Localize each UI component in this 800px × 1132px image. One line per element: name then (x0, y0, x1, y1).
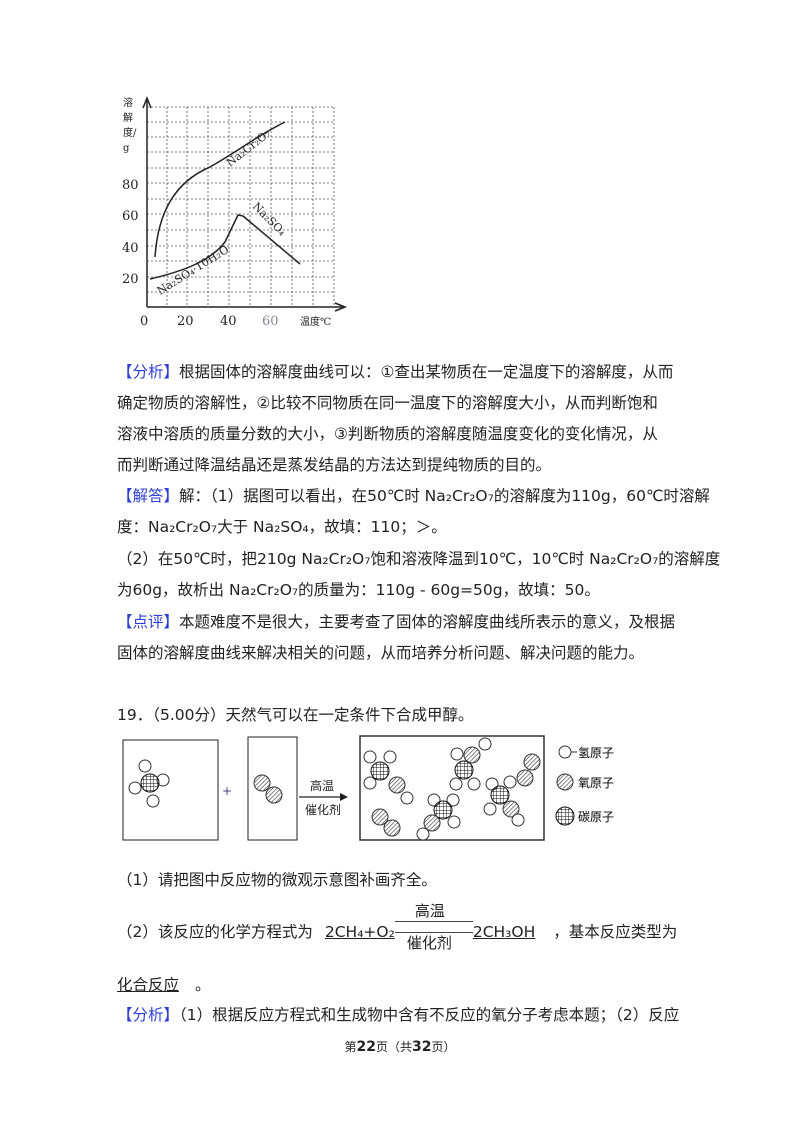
question-title: 19．（5.00分）天然气可以在一定条件下合成甲醇。 (117, 706, 474, 724)
curve-na2so4 (242, 215, 301, 265)
solubility-chart: 20 40 60 80 0 20 40 60 温度℃ Na₂Cr₂O₇ Na₂S… (122, 95, 348, 329)
comment-line: 固体的溶解度曲线来解决相关的问题，从而培养分析问题、解决问题的能力。 (117, 644, 645, 662)
text: 页） (431, 1040, 456, 1054)
legend-hydrogen: 氢原子 (578, 745, 614, 760)
page-footer: 第22页（共32页） (0, 1038, 800, 1055)
curve-na2so4-10h2o (149, 214, 244, 280)
equation-condition-bottom: 催化剂 (406, 934, 452, 952)
product-molecules (363, 737, 541, 841)
series-label: Na₂SO₄ (250, 200, 289, 239)
answer-line: 【解答】解：（1）据图可以看出，在50℃时 Na₂Cr₂O₇的溶解度为110g，… (117, 484, 710, 506)
series-label: Na₂Cr₂O₇ (224, 127, 274, 170)
oxygen-molecule (253, 774, 283, 804)
equation-left: 2CH₄+O₂ (324, 923, 395, 941)
xlabel: 温度℃ (300, 315, 331, 328)
answer-tag: 【解答】 (117, 487, 180, 505)
text: 第 (344, 1040, 357, 1054)
question-part2: （2）该反应的化学方程式为 2CH₄+O₂ 高温 催化剂 2CH₃OH ，基本反应类型为 (117, 902, 678, 952)
analysis-tag: 【分析】 (117, 1006, 180, 1024)
equation-right: 2CH₃OH (472, 923, 536, 941)
text: 页（共 (375, 1040, 412, 1054)
condition-top: 高温 (310, 778, 334, 793)
curve-na2cr2o7 (154, 121, 286, 258)
analysis-line: 而判断通过降温结晶还是蒸发结晶的方法达到提纯物质的目的。 (117, 456, 552, 474)
xtick: 0 (140, 314, 148, 329)
ytick: 80 (122, 178, 139, 193)
answer-reaction-type: 化合反应 (117, 976, 180, 994)
comment-tag: 【点评】 (117, 613, 180, 631)
text: 解：（1）据图可以看出，在50℃时 Na₂Cr₂O₇的溶解度为110g，60℃时… (179, 487, 710, 505)
methane-molecule (128, 759, 170, 808)
text: 。 (195, 976, 211, 994)
legend-oxygen: 氧原子 (578, 776, 614, 790)
series-label: Na₂SO₄·10H₂O (155, 243, 231, 298)
chart-ylabel: 溶解度/g (123, 98, 137, 154)
answer-line: 为60g，故析出 Na₂Cr₂O₇的质量为：110g - 60g=50g，故填：… (117, 581, 600, 599)
ytick: 60 (122, 209, 139, 224)
xtick: 60 (262, 314, 279, 329)
ytick: 40 (122, 241, 139, 256)
ytick: 20 (122, 272, 139, 287)
equation-condition-top: 高温 (414, 902, 445, 920)
analysis-tag: 【分析】 (117, 363, 180, 381)
text: 根据固体的溶解度曲线可以：①查出某物质在一定温度下的溶解度，从而 (179, 363, 674, 381)
xtick: 20 (177, 314, 194, 329)
answer-line: （2）在50℃时，把210g Na₂Cr₂O₇饱和溶液降温到10℃，10℃时 N… (117, 550, 721, 568)
page-total: 32 (412, 1039, 432, 1055)
legend-carbon: 碳原子 (578, 810, 614, 824)
reaction-diagram: + 高温 催化剂 氢原子 氧原子 碳原子 (122, 735, 614, 841)
question-part1: （1）请把图中反应物的微观示意图补画齐全。 (117, 871, 437, 889)
plus-sign: + (222, 784, 232, 798)
xtick: 40 (220, 314, 237, 329)
analysis-line: 确定物质的溶解性，②比较不同物质在同一温度下的溶解度大小，从而判断饱和 (117, 394, 658, 412)
text: （2）该反应的化学方程式为 (117, 923, 313, 941)
comment-line: 【点评】本题难度不是很大，主要考查了固体的溶解度曲线所表示的意义，及根据 (117, 610, 675, 632)
condition-bottom: 催化剂 (305, 802, 341, 817)
analysis-line: 【分析】（1）根据反应方程式和生成物中含有不反应的氧分子考虑本题；（2）反应 (117, 1003, 679, 1025)
text: （1）根据反应方程式和生成物中含有不反应的氧分子考虑本题；（2）反应 (179, 1006, 680, 1024)
analysis-line: 溶液中溶质的质量分数的大小，③判断物质的溶解度随温度变化的变化情况，从 (117, 425, 658, 443)
equation-arrow: 高温 催化剂 (394, 902, 473, 952)
text: ，基本反应类型为 (553, 923, 678, 941)
answer-type-line: 化合反应。 (117, 973, 211, 995)
text: 本题难度不是很大，主要考查了固体的溶解度曲线所表示的意义，及根据 (179, 613, 676, 631)
page-number: 22 (356, 1039, 376, 1055)
analysis-line: 【分析】根据固体的溶解度曲线可以：①查出某物质在一定温度下的溶解度，从而 (117, 360, 673, 382)
answer-line: 度：Na₂Cr₂O₇大于 Na₂SO₄，故填：110；＞。 (117, 518, 447, 536)
